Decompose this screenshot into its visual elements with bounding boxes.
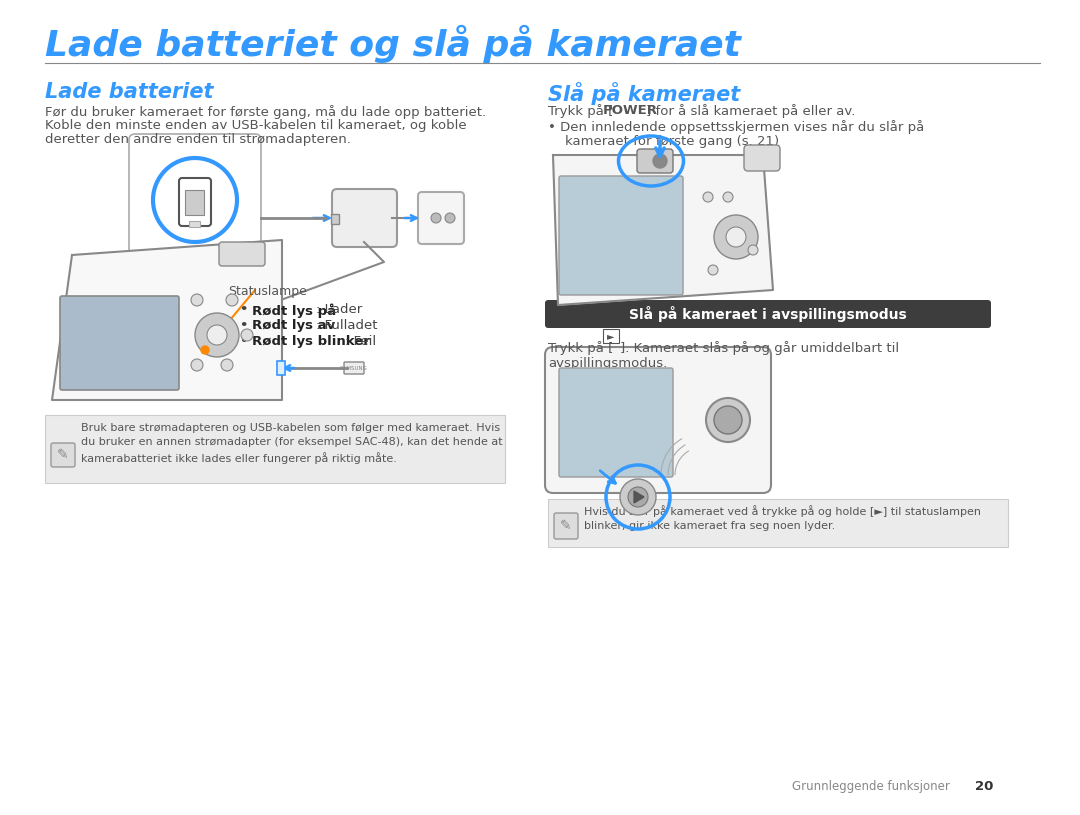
FancyBboxPatch shape: [545, 347, 771, 493]
FancyBboxPatch shape: [603, 329, 619, 343]
Text: Hvis du slår på kameraet ved å trykke på og holde [►] til statuslampen
blinker, : Hvis du slår på kameraet ved å trykke på…: [584, 505, 981, 531]
FancyBboxPatch shape: [554, 513, 578, 539]
Text: 20: 20: [975, 780, 994, 793]
Text: Før du bruker kameraet for første gang, må du lade opp batteriet.: Før du bruker kameraet for første gang, …: [45, 105, 486, 119]
Text: ]. Kameraet slås på og går umiddelbart til: ]. Kameraet slås på og går umiddelbart t…: [620, 341, 900, 355]
Circle shape: [191, 294, 203, 306]
Text: •: •: [240, 303, 253, 316]
Text: • Den innledende oppsettsskjermen vises når du slår på: • Den innledende oppsettsskjermen vises …: [548, 120, 924, 134]
Text: Bruk bare strømadapteren og USB-kabelen som følger med kameraet. Hvis
du bruker : Bruk bare strømadapteren og USB-kabelen …: [81, 423, 502, 464]
Circle shape: [708, 265, 718, 275]
Text: Trykk på [: Trykk på [: [548, 104, 613, 118]
Circle shape: [748, 245, 758, 255]
Text: avspillingsmodus.: avspillingsmodus.: [548, 357, 667, 370]
Circle shape: [714, 406, 742, 434]
Text: deretter den andre enden til strømadapteren.: deretter den andre enden til strømadapte…: [45, 133, 351, 146]
Text: ►: ►: [607, 331, 615, 341]
Text: Lade batteriet og slå på kameraet: Lade batteriet og slå på kameraet: [45, 25, 741, 63]
Text: : Lader: : Lader: [315, 303, 362, 316]
Circle shape: [431, 213, 441, 223]
Bar: [189, 221, 200, 227]
Circle shape: [195, 313, 239, 357]
FancyBboxPatch shape: [559, 176, 683, 295]
FancyBboxPatch shape: [60, 296, 179, 390]
Bar: [185, 190, 204, 215]
Polygon shape: [634, 491, 644, 503]
Bar: [276, 361, 285, 375]
Text: Statuslampe: Statuslampe: [228, 285, 307, 298]
Text: Slå på kameraet: Slå på kameraet: [548, 82, 740, 105]
FancyBboxPatch shape: [418, 192, 464, 244]
FancyBboxPatch shape: [51, 443, 75, 467]
Circle shape: [241, 329, 253, 341]
Text: Rødt lys på: Rødt lys på: [252, 303, 336, 318]
Bar: [330, 214, 339, 224]
Circle shape: [627, 487, 648, 507]
FancyBboxPatch shape: [45, 415, 505, 483]
Circle shape: [201, 346, 210, 354]
Circle shape: [207, 325, 227, 345]
Circle shape: [445, 213, 455, 223]
Polygon shape: [52, 240, 282, 400]
Circle shape: [723, 192, 733, 202]
FancyBboxPatch shape: [548, 499, 1008, 547]
FancyBboxPatch shape: [332, 189, 397, 247]
Text: : Feil: : Feil: [345, 335, 376, 348]
FancyBboxPatch shape: [179, 178, 211, 226]
Text: Rødt lys av: Rødt lys av: [252, 319, 335, 332]
Text: •: •: [240, 319, 253, 332]
Circle shape: [620, 479, 656, 515]
FancyBboxPatch shape: [559, 368, 673, 477]
Text: kameraet for første gang (s. 21): kameraet for første gang (s. 21): [548, 135, 779, 148]
Text: Rødt lys blinker: Rødt lys blinker: [252, 335, 369, 348]
FancyBboxPatch shape: [129, 134, 261, 266]
Text: POWER: POWER: [643, 158, 665, 164]
Text: •: •: [240, 335, 253, 348]
Text: Grunnleggende funksjoner: Grunnleggende funksjoner: [792, 780, 950, 793]
Text: ✎: ✎: [57, 448, 69, 462]
Circle shape: [653, 154, 667, 168]
Text: Slå på kameraet i avspillingsmodus: Slå på kameraet i avspillingsmodus: [630, 306, 907, 322]
Circle shape: [726, 227, 746, 247]
Circle shape: [703, 192, 713, 202]
FancyBboxPatch shape: [345, 362, 364, 374]
Circle shape: [191, 359, 203, 371]
Text: : Fulladet: : Fulladet: [315, 319, 377, 332]
Text: SAMSUNG: SAMSUNG: [340, 365, 368, 371]
Text: ✎: ✎: [561, 519, 571, 533]
FancyBboxPatch shape: [744, 145, 780, 171]
Text: Lade batteriet: Lade batteriet: [45, 82, 214, 102]
FancyBboxPatch shape: [219, 242, 265, 266]
Circle shape: [221, 359, 233, 371]
FancyBboxPatch shape: [637, 149, 673, 173]
FancyBboxPatch shape: [545, 300, 991, 328]
Text: Trykk på [: Trykk på [: [548, 341, 613, 355]
Polygon shape: [553, 155, 773, 305]
Circle shape: [714, 215, 758, 259]
Circle shape: [226, 294, 238, 306]
Text: POWER: POWER: [603, 104, 658, 117]
Text: ] for å slå kameraet på eller av.: ] for å slå kameraet på eller av.: [646, 104, 855, 118]
Text: Koble den minste enden av USB-kabelen til kameraet, og koble: Koble den minste enden av USB-kabelen ti…: [45, 119, 467, 132]
Circle shape: [706, 398, 750, 442]
